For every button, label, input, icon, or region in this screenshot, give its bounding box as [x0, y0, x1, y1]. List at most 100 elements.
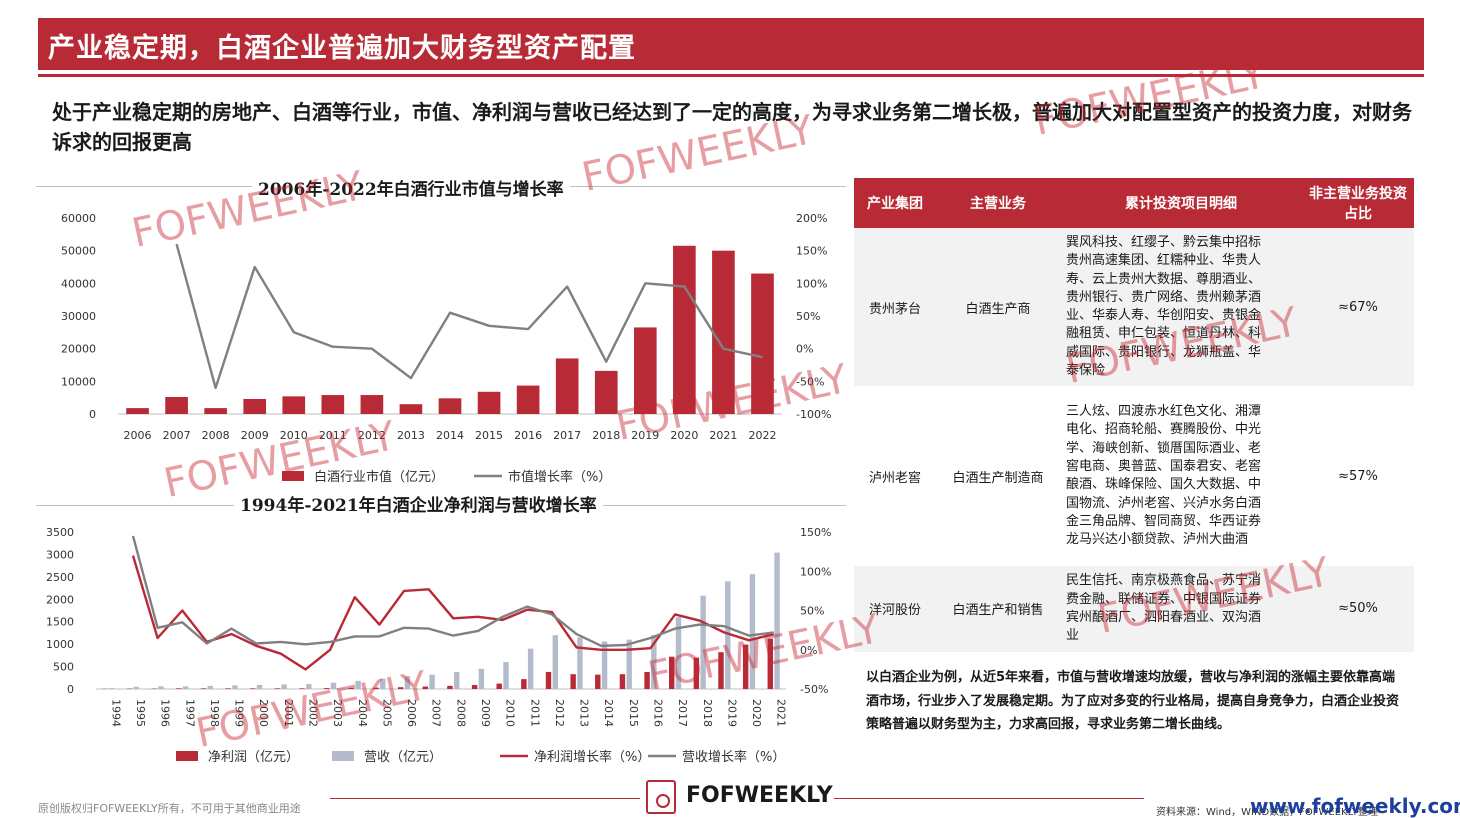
table-header-business: 主营业务	[936, 178, 1060, 228]
chart2-title: 1994年-2021年白酒企业净利润与营收增长率	[234, 491, 603, 516]
x-tick-label: 2015	[627, 699, 640, 727]
y-right-tick-label: 0%	[800, 644, 817, 657]
y-right-tick-label: 50%	[796, 310, 820, 323]
bar-白酒行业市值（亿元）	[399, 404, 423, 414]
bar-营收（亿元）	[182, 686, 189, 689]
table-cell-business: 白酒生产商	[936, 228, 1060, 387]
table-cell-ratio: ≈67%	[1302, 228, 1414, 387]
bar-白酒行业市值（亿元）	[438, 398, 462, 414]
table-row: 洋河股份 白酒生产和销售 民生信托、南京极燕食品、苏宁消 费金融、联储证券、中银国际证…	[854, 566, 1414, 652]
x-tick-label: 1994	[109, 699, 122, 727]
bar-净利润（亿元）	[397, 687, 404, 689]
x-tick-label: 2020	[750, 699, 763, 727]
detail-line: 贵州高速集团、红糯种业、华贵人	[1066, 253, 1262, 269]
y-left-tick-label: 1500	[46, 616, 74, 629]
detail-line: 泰保险	[1066, 363, 1106, 379]
x-tick-label: 2008	[202, 429, 230, 442]
brand-logo-icon	[646, 780, 676, 814]
data-source: 资料来源：Wind，WIND数据，FOFWEEKLY整理	[1156, 807, 1378, 818]
x-tick-label: 2013	[397, 429, 425, 442]
bar-营收（亿元）	[749, 574, 756, 689]
bar-净利润（亿元）	[595, 674, 601, 689]
table-cell-ratio: ≈50%	[1302, 566, 1414, 652]
bar-白酒行业市值（亿元）	[751, 273, 774, 414]
x-tick-label: 2005	[380, 699, 393, 727]
x-tick-label: 2022	[748, 429, 776, 442]
y-left-tick-label: 60000	[61, 212, 96, 225]
bar-营收（亿元）	[651, 635, 657, 689]
x-tick-label: 1996	[159, 699, 172, 727]
y-right-tick-label: 200%	[796, 212, 827, 225]
y-left-tick-label: 2500	[46, 571, 74, 584]
x-tick-label: 2019	[631, 429, 659, 442]
detail-line: 融租赁、申仁包装、恒道丹林、科	[1066, 326, 1262, 342]
bar-营收（亿元）	[133, 686, 140, 689]
bar-净利润（亿元）	[669, 656, 675, 689]
bar-净利润（亿元）	[718, 652, 724, 689]
y-left-tick-label: 50000	[61, 245, 96, 258]
x-tick-label: 2015	[475, 429, 503, 442]
x-tick-label: 2016	[651, 699, 664, 727]
y-left-tick-label: 3000	[46, 548, 74, 561]
table-cell-group: 泸州老窖	[854, 386, 936, 567]
bar-白酒行业市值（亿元）	[360, 395, 384, 414]
bar-白酒行业市值（亿元）	[477, 391, 501, 414]
bar-白酒行业市值（亿元）	[204, 408, 227, 414]
line-营收增长率（%）	[131, 535, 774, 647]
bar-营收（亿元）	[108, 688, 115, 689]
y-left-tick-label: 1000	[46, 638, 74, 651]
table-cell-business: 白酒生产和销售	[936, 566, 1060, 652]
legend-label: 营收（亿元）	[364, 750, 442, 765]
table-cell-group: 贵州茅台	[854, 228, 936, 387]
bar-营收（亿元）	[601, 641, 608, 689]
line-市值增长率（%）	[175, 243, 763, 390]
x-tick-label: 2004	[356, 699, 369, 727]
bar-营收（亿元）	[527, 648, 534, 689]
bar-净利润（亿元）	[274, 688, 281, 689]
table-cell-detail: 巽风科技、红缨子、黔云集中招标 贵州高速集团、红糯种业、华贵人 寿、云上贵州大数据、…	[1060, 228, 1302, 387]
x-tick-label: 2014	[602, 699, 615, 727]
legend-label: 净利润（亿元）	[208, 750, 299, 765]
x-tick-label: 2002	[306, 699, 319, 727]
copyright-notice: 原创版权归FOFWEEKLY所有，不可用于其他商业用途	[38, 802, 301, 815]
x-tick-label: 2009	[241, 429, 269, 442]
bar-净利润（亿元）	[742, 644, 749, 689]
bar-白酒行业市值（亿元）	[243, 398, 267, 414]
bar-白酒行业市值（亿元）	[516, 385, 540, 414]
detail-line: 龙马兴达小额贷款、泸州大曲酒	[1066, 532, 1249, 548]
bar-营收（亿元）	[626, 639, 632, 689]
detail-line: 电化、招商轮船、赛腾股份、中光	[1066, 422, 1262, 438]
bar-营收（亿元）	[503, 662, 509, 689]
summary-text: 以白酒企业为例，从近5年来看，市值与营收增速均放缓，营收与净利润的涨幅主要依靠高…	[858, 666, 1412, 737]
x-tick-label: 2008	[454, 699, 467, 727]
x-tick-label: 1995	[134, 699, 147, 727]
bar-营收（亿元）	[256, 684, 263, 689]
bar-白酒行业市值（亿元）	[712, 250, 735, 414]
bar-净利润（亿元）	[545, 671, 552, 689]
detail-line: 窖电商、奥普蓝、国泰君安、老窖	[1066, 459, 1262, 475]
chart2-profit-revenue: 0 500 1000 1500 2000 2500 3000 3500 -50% 0% 50% 100…	[46, 526, 831, 765]
x-tick-label: 2021	[709, 429, 737, 442]
detail-line: 巽风科技、红缨子、黔云集中招标	[1066, 235, 1262, 250]
y-right-tick-label: 150%	[800, 526, 831, 539]
legend-swatch	[332, 751, 354, 761]
legend-swatch	[176, 751, 198, 761]
y-right-tick-label: -100%	[796, 408, 831, 421]
brand-logo: FOFWEEKLY	[644, 778, 833, 814]
x-tick-label: 2016	[514, 429, 542, 442]
bar-净利润（亿元）	[644, 671, 650, 689]
detail-line: 业	[1066, 628, 1080, 644]
investment-table: 产业集团 主营业务 累计投资项目明细 非主营业务投资占比 贵州茅台 白酒生产商 巽风…	[854, 178, 1414, 652]
website-link[interactable]: www.fofweekly.com	[1250, 794, 1460, 818]
bar-营收（亿元）	[774, 552, 780, 689]
y-left-tick-label: 40000	[61, 277, 96, 290]
x-tick-label: 1997	[183, 699, 196, 727]
bar-营收（亿元）	[577, 637, 583, 689]
y-right-tick-label: -50%	[796, 375, 824, 388]
x-tick-label: 2021	[775, 699, 788, 727]
detail-line: 寿、云上贵州大数据、尊朋酒业、	[1066, 271, 1262, 287]
detail-line: 费金融、联储证券、中银国际证券	[1066, 591, 1262, 607]
bar-净利润（亿元）	[447, 685, 453, 689]
bar-营收（亿元）	[725, 581, 731, 689]
bar-营收（亿元）	[675, 617, 682, 689]
